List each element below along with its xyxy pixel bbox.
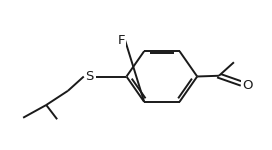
Text: S: S <box>86 70 94 83</box>
Text: F: F <box>117 34 125 47</box>
Text: O: O <box>242 79 253 92</box>
